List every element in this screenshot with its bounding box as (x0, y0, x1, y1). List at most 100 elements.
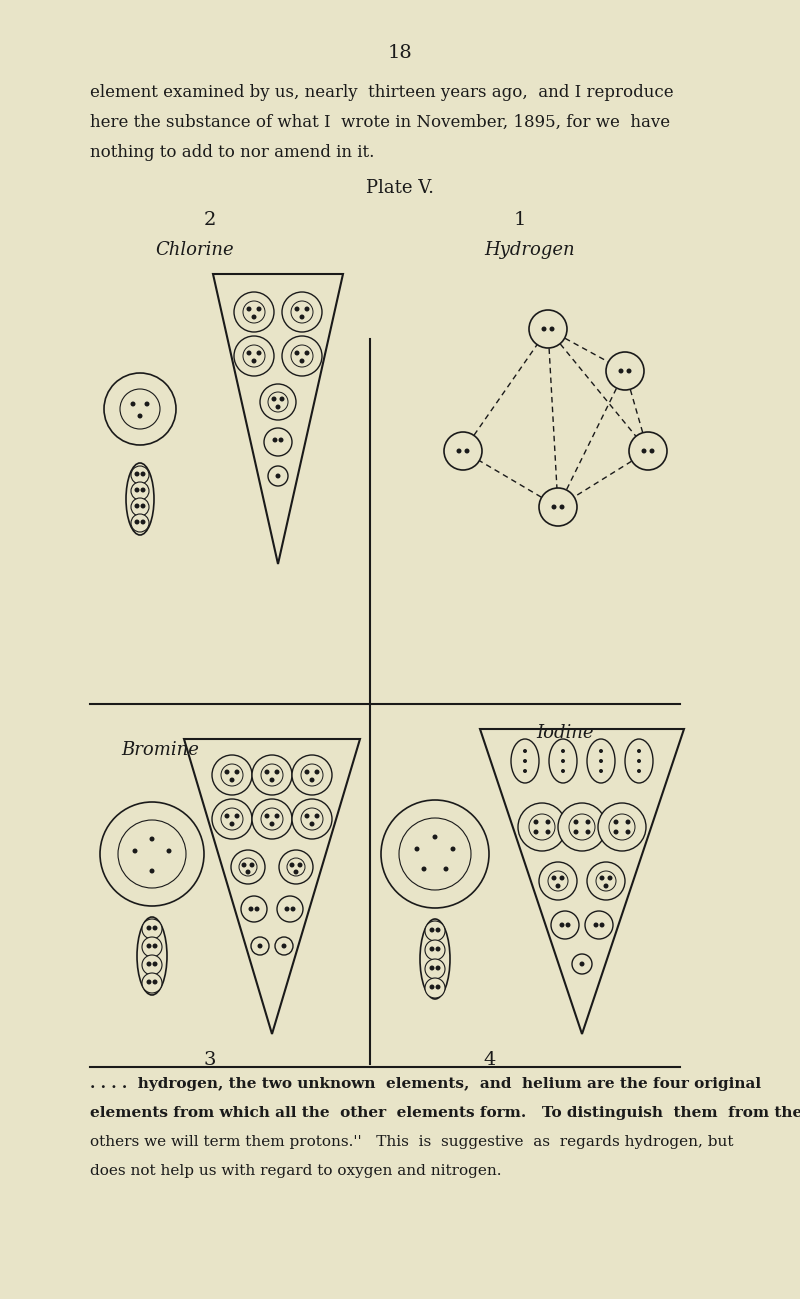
Circle shape (305, 769, 310, 774)
Circle shape (523, 769, 527, 773)
Text: others we will term them protons.''   This  is  suggestive  as  regards hydrogen: others we will term them protons.'' This… (90, 1135, 734, 1150)
Circle shape (294, 351, 299, 356)
Circle shape (251, 359, 257, 364)
Ellipse shape (549, 739, 577, 783)
Circle shape (141, 472, 146, 477)
Circle shape (585, 911, 613, 939)
Circle shape (637, 759, 641, 763)
Circle shape (607, 876, 613, 881)
Circle shape (561, 759, 565, 763)
Circle shape (142, 937, 162, 957)
Circle shape (414, 847, 419, 852)
Text: Iodine: Iodine (536, 724, 594, 742)
Text: Hydrogen: Hydrogen (485, 242, 575, 259)
Circle shape (534, 830, 538, 834)
Circle shape (291, 301, 313, 323)
Circle shape (603, 883, 609, 889)
Circle shape (290, 907, 295, 912)
Circle shape (292, 755, 332, 795)
Circle shape (275, 474, 281, 478)
Circle shape (251, 937, 269, 955)
Circle shape (234, 769, 239, 774)
Text: Bromine: Bromine (121, 740, 199, 759)
Circle shape (574, 830, 578, 834)
Circle shape (579, 961, 585, 966)
Circle shape (314, 769, 319, 774)
Circle shape (142, 955, 162, 976)
Circle shape (637, 750, 641, 753)
Circle shape (282, 943, 286, 948)
Ellipse shape (126, 462, 154, 535)
Circle shape (443, 866, 449, 872)
Circle shape (279, 396, 285, 401)
Circle shape (221, 808, 243, 830)
Circle shape (251, 314, 257, 320)
Circle shape (435, 985, 441, 990)
Circle shape (606, 352, 644, 390)
Ellipse shape (511, 739, 539, 783)
Circle shape (134, 504, 139, 508)
Circle shape (270, 821, 274, 826)
Circle shape (212, 755, 252, 795)
Circle shape (134, 472, 139, 477)
Circle shape (305, 351, 310, 356)
Text: . . . .  hydrogen, the two unknown  elements,  and  helium are the four original: . . . . hydrogen, the two unknown elemen… (90, 1077, 761, 1091)
Circle shape (225, 813, 230, 818)
Circle shape (599, 769, 603, 773)
Circle shape (551, 876, 557, 881)
Circle shape (146, 943, 151, 948)
Circle shape (153, 943, 158, 948)
Circle shape (609, 814, 635, 840)
Circle shape (254, 907, 259, 912)
Circle shape (539, 863, 577, 900)
Circle shape (301, 764, 323, 786)
Circle shape (271, 396, 277, 401)
Circle shape (310, 821, 314, 826)
Circle shape (100, 801, 204, 905)
Circle shape (542, 326, 546, 331)
Circle shape (435, 947, 441, 951)
Circle shape (134, 487, 139, 492)
Circle shape (252, 799, 292, 839)
Circle shape (301, 808, 323, 830)
Circle shape (399, 818, 471, 890)
Circle shape (629, 433, 667, 470)
Text: Plate V.: Plate V. (366, 179, 434, 197)
Circle shape (551, 504, 557, 509)
Circle shape (642, 448, 646, 453)
Circle shape (234, 292, 274, 333)
Circle shape (433, 834, 438, 839)
Ellipse shape (587, 739, 615, 783)
Circle shape (104, 373, 176, 446)
Circle shape (145, 401, 150, 407)
Circle shape (212, 799, 252, 839)
Circle shape (261, 808, 283, 830)
Circle shape (257, 307, 262, 312)
Circle shape (435, 965, 441, 970)
Circle shape (120, 388, 160, 429)
Circle shape (257, 351, 262, 356)
Circle shape (599, 750, 603, 753)
Circle shape (246, 307, 251, 312)
Circle shape (230, 778, 234, 782)
Circle shape (305, 307, 310, 312)
Circle shape (274, 769, 279, 774)
Circle shape (138, 413, 142, 418)
Circle shape (131, 514, 149, 533)
Circle shape (518, 803, 566, 851)
Circle shape (444, 433, 482, 470)
Circle shape (282, 292, 322, 333)
Circle shape (291, 346, 313, 368)
Circle shape (270, 778, 274, 782)
Circle shape (249, 907, 254, 912)
Circle shape (142, 918, 162, 939)
Circle shape (133, 848, 138, 853)
Circle shape (539, 488, 577, 526)
Circle shape (243, 301, 265, 323)
Circle shape (264, 427, 292, 456)
Ellipse shape (625, 739, 653, 783)
Circle shape (559, 876, 565, 881)
Circle shape (430, 985, 434, 990)
Circle shape (146, 979, 151, 985)
Circle shape (252, 755, 292, 795)
